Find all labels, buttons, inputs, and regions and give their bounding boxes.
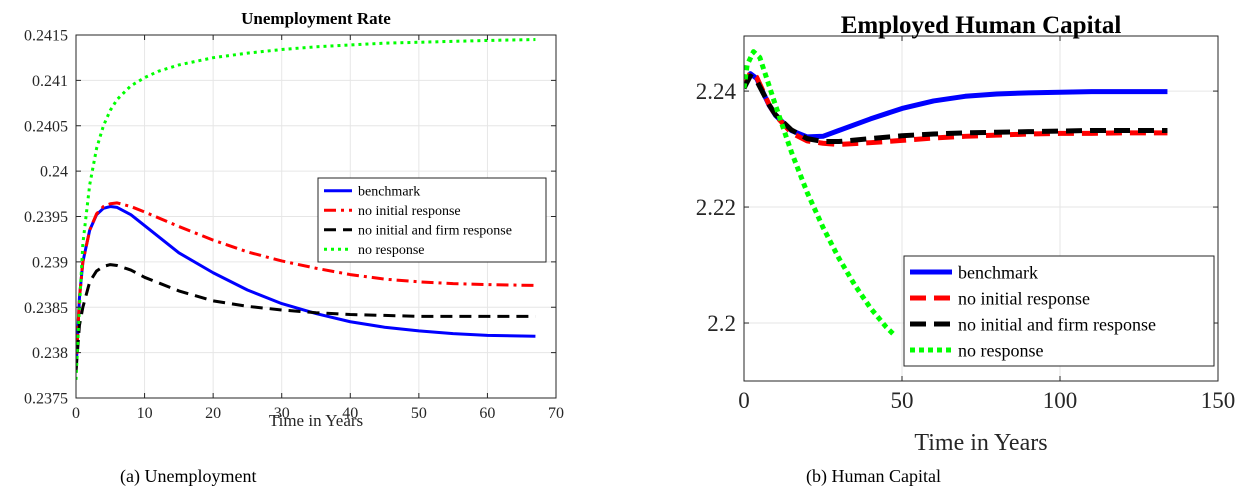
x-tick-label: 30 <box>274 405 290 422</box>
axes-box <box>743 35 1219 382</box>
series-line-benchmark <box>76 205 536 371</box>
caption-unemployment: (a) Unemployment <box>120 466 257 486</box>
y-tick-label: 0.24 <box>40 164 68 181</box>
y-tick-label: 2.24 <box>696 79 737 104</box>
legend: benchmark no initial response no initial a… <box>317 177 547 263</box>
y-tick-label: 0.241 <box>32 73 68 90</box>
series-line-no-initial-and-firm-response <box>744 73 1168 145</box>
x-axis-label: Time in Years <box>914 430 1047 456</box>
chart-unemployment-rate: 0 10 20 30 40 50 60 70 0.2375 0.238 0.2385 0.239 0.2… <box>24 9 564 430</box>
x-tick-label: 60 <box>479 405 495 422</box>
x-axis-label: Time in Years <box>269 411 363 430</box>
x-tick-label: 100 <box>1043 388 1078 413</box>
chart-employed-human-capital: 0 50 100 150 2.2 2.22 2.24 Employed Human Capit… <box>696 12 1236 456</box>
legend-label-no-initial-response: no initial response <box>958 288 1090 308</box>
legend-label-no-response: no response <box>958 340 1043 360</box>
series-line-no-initial-response <box>76 201 536 371</box>
y-tick-label: 0.2385 <box>24 300 68 317</box>
y-tick-label: 2.22 <box>696 195 736 220</box>
chart-title: Employed Human Capital <box>841 12 1122 39</box>
y-tick-label: 0.2415 <box>24 28 68 45</box>
series-line-no-response <box>744 49 898 339</box>
legend-label-no-initial-and-firm-response: no initial and firm response <box>958 314 1156 334</box>
legend-label-no-initial-response: no initial response <box>358 204 461 219</box>
y-tick-label: 0.239 <box>32 254 68 271</box>
series-line-no-initial-and-firm-response <box>76 263 536 371</box>
series-line-no-initial-response <box>744 70 1168 147</box>
legend-label-no-response: no response <box>358 243 425 258</box>
legend-box <box>317 177 547 263</box>
legend-label-benchmark: benchmark <box>358 185 420 200</box>
x-tick-label: 150 <box>1201 388 1236 413</box>
y-tick-label: 2.2 <box>707 311 736 336</box>
legend-box <box>903 255 1215 367</box>
y-tick-label: 0.238 <box>32 345 68 362</box>
legend-label-benchmark: benchmark <box>958 262 1038 282</box>
x-tick-label: 20 <box>205 405 221 422</box>
series-line-no-response <box>76 38 536 380</box>
caption-human-capital: (b) Human Capital <box>806 466 941 486</box>
x-tick-label: 0 <box>72 405 80 422</box>
legend-label-no-initial-and-firm-response: no initial and firm response <box>358 224 512 239</box>
y-tick-label: 0.2395 <box>24 209 68 226</box>
y-tick-label: 0.2405 <box>24 118 68 135</box>
x-tick-label: 50 <box>411 405 427 422</box>
chart-title: Unemployment Rate <box>241 9 391 28</box>
legend: benchmark no initial response no initial a… <box>903 255 1215 367</box>
x-tick-label: 50 <box>891 388 914 413</box>
x-tick-label: 70 <box>548 405 564 422</box>
x-tick-label: 0 <box>738 388 750 413</box>
x-tick-label: 10 <box>137 405 153 422</box>
y-tick-label: 0.2375 <box>24 391 68 408</box>
x-tick-label: 40 <box>342 405 358 422</box>
